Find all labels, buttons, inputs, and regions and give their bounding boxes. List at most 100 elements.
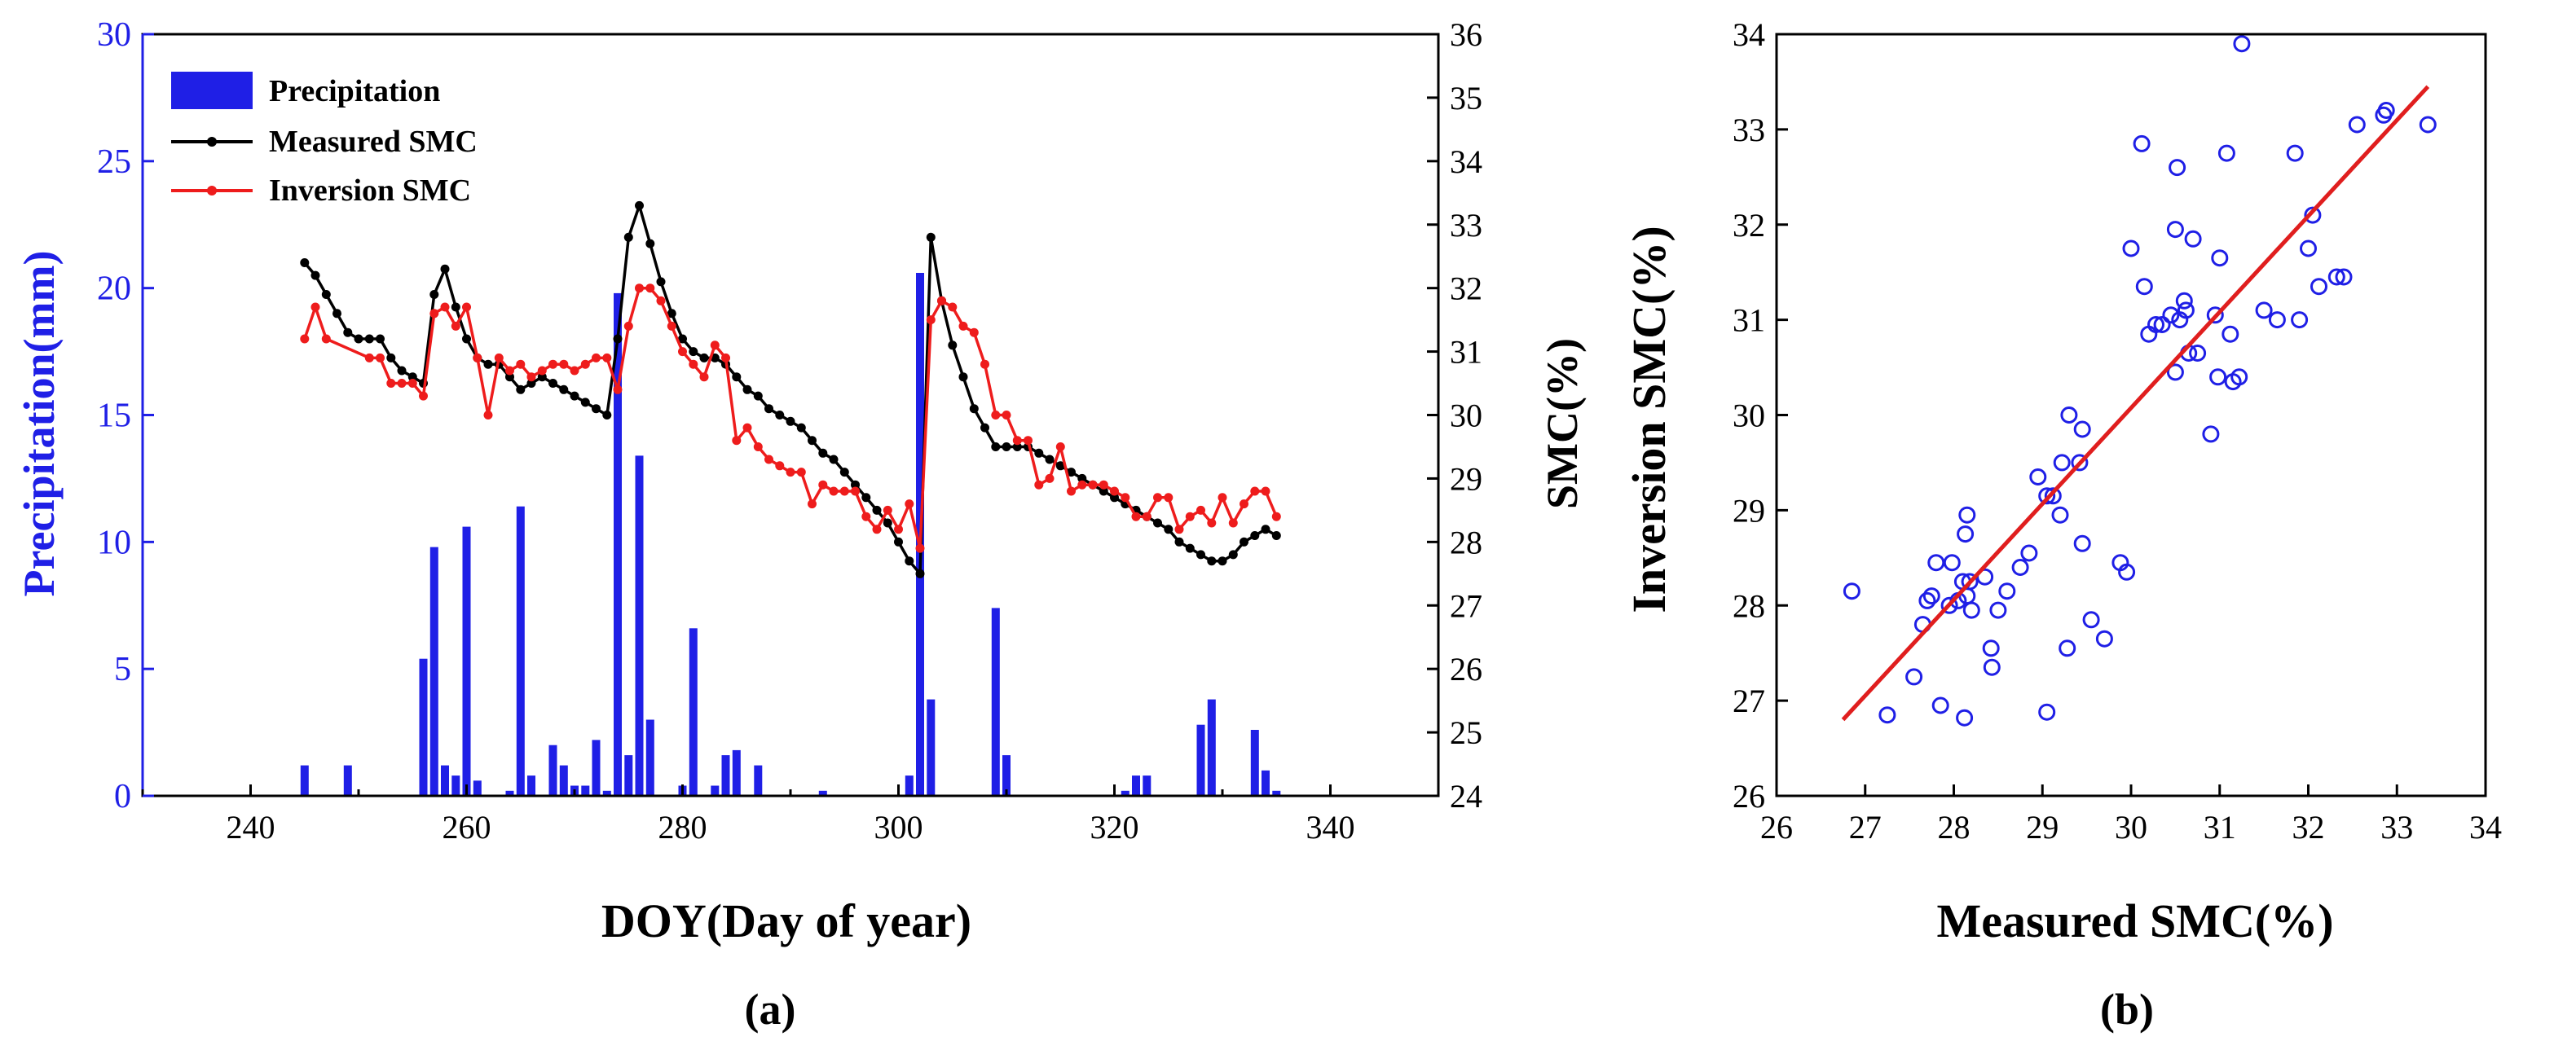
inversion-smc-point [732, 436, 742, 446]
measured-smc-point [1045, 455, 1055, 464]
precip-bar [1002, 755, 1011, 796]
inversion-smc-point [1261, 486, 1270, 496]
inversion-smc-point [796, 468, 806, 477]
x-tick-label: 320 [1090, 809, 1139, 846]
scatter-point [2053, 454, 2071, 472]
scatter-point [2071, 454, 2089, 472]
scatter-point [1961, 573, 1979, 591]
precip-bar [754, 765, 763, 796]
inversion-smc-line [303, 286, 1278, 550]
y-left-tick-label: 25 [97, 143, 131, 181]
inversion-smc-point [623, 321, 633, 331]
inversion-smc-point [818, 480, 828, 490]
scatter-point [2060, 406, 2078, 424]
precip-bar [451, 775, 460, 796]
measured-smc-point [808, 436, 817, 446]
measured-smc-point [483, 359, 493, 369]
measured-smc-point [364, 334, 374, 344]
scatter-point [1905, 668, 1923, 686]
measured-smc-point [1055, 461, 1065, 471]
inversion-smc-point [1218, 493, 1227, 503]
precip-bar [927, 699, 936, 796]
scatter-point [2310, 278, 2327, 296]
inversion-smc-point [1153, 493, 1162, 503]
scatter-point [2162, 306, 2180, 324]
measured-smc-point [818, 448, 828, 458]
measured-smc-point [689, 347, 698, 357]
scatter-point [2377, 102, 2395, 119]
scatter-point [2222, 325, 2239, 343]
inversion-smc-point [376, 353, 385, 362]
scatter-point [2051, 506, 2069, 524]
inversion-smc-point [775, 461, 785, 471]
scatter-point [2166, 363, 2184, 381]
scatter-point [1943, 554, 1961, 572]
precip-bar [505, 790, 514, 796]
scatter-y-tick-label: 33 [1733, 112, 1765, 148]
scatter-point [2230, 368, 2248, 386]
scatter-point [2217, 144, 2235, 162]
inversion-smc-point [721, 353, 730, 362]
measured-smc-point [980, 423, 989, 433]
scatter-point [1922, 587, 1940, 605]
measured-smc-point [667, 309, 676, 319]
y-right-tick-label: 36 [1450, 16, 1482, 53]
scatter-x-tick-label: 30 [2115, 809, 2147, 846]
scatter-point [2135, 278, 2153, 296]
scatter-y-tick-label: 30 [1733, 398, 1765, 434]
scatter-point [1962, 601, 1980, 619]
measured-smc-point [948, 340, 958, 350]
measured-smc-point [656, 277, 666, 287]
scatter-point [2209, 368, 2227, 386]
scatter-point [2202, 425, 2220, 443]
scatter-point [1956, 709, 1974, 727]
scatter-point [2268, 311, 2286, 329]
precip-bar [624, 755, 633, 796]
measured-smc-point [1110, 493, 1119, 503]
inversion-smc-point [742, 423, 752, 433]
precip-bar [516, 506, 525, 796]
inversion-smc-point [548, 359, 557, 369]
scatter-x-tick-label: 27 [1849, 809, 1882, 846]
scatter-x-tick-label: 31 [2204, 809, 2236, 846]
inversion-smc-point [1250, 486, 1260, 496]
x-tick-label: 340 [1306, 809, 1355, 846]
measured-smc-point [623, 232, 633, 242]
inversion-smc-point [1240, 499, 1248, 509]
scatter-point [2291, 311, 2309, 329]
inversion-smc-point [537, 366, 547, 376]
precip-bar [592, 740, 601, 796]
measured-smc-point [635, 200, 644, 210]
plot-frame-b [1775, 33, 2487, 797]
scatter-point [2147, 316, 2164, 333]
scatter-y-tick-label: 26 [1733, 778, 1765, 815]
measured-smc-point [537, 372, 547, 382]
scatter-point [2082, 611, 2100, 629]
measured-smc-point [321, 290, 331, 299]
legend-precipitation-swatch [171, 72, 253, 109]
measured-smc-point [915, 569, 925, 578]
scatter-x-tick-label: 28 [1938, 809, 1971, 846]
inversion-smc-point [829, 486, 839, 496]
inversion-smc-point [1142, 512, 1151, 521]
scatter-y-tick-label: 28 [1733, 587, 1765, 624]
panel-a-ticks: 240 260 280 300 320 340 0 5 10 15 20 25 30 24 25 26 27 28… [97, 16, 1482, 846]
measured-smc-point [1250, 531, 1260, 540]
scatter-x-tick-label: 26 [1760, 809, 1793, 846]
scatter-point [1843, 582, 1860, 600]
scatter-point [2059, 639, 2076, 657]
precip-bar [429, 547, 438, 796]
measured-smc-point [1261, 525, 1270, 534]
legend-inversion-marker [207, 186, 217, 196]
scatter-point [2169, 159, 2186, 177]
scatter-point [1989, 601, 2007, 619]
panel-b-ticks: 26 27 28 29 30 31 32 33 34 26 27 28 29 30 31 32 33 34 [1733, 16, 2502, 846]
inversion-smc-point [451, 321, 460, 331]
inversion-smc-point [1121, 493, 1130, 503]
y-left-tick-label: 0 [114, 778, 131, 815]
y-left-tick-label: 30 [97, 16, 131, 54]
precip-bar [732, 749, 741, 796]
y-left-tick-label: 15 [97, 398, 131, 435]
scatter-point [2044, 487, 2062, 505]
